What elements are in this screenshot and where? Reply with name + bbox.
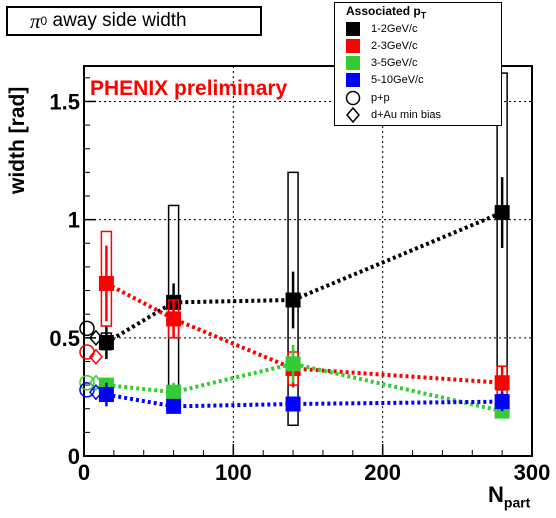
data-point-square xyxy=(166,384,182,400)
x-axis-label: Npart xyxy=(488,482,530,510)
data-point-square xyxy=(285,356,301,372)
legend: Associated pT 1-2GeV/c 2-3GeV/c 3-5GeV/c… xyxy=(334,2,502,126)
legend-marker-open-circle xyxy=(345,90,361,106)
y-tick-label: 1 xyxy=(68,208,80,233)
legend-entry-1-2: 1-2GeV/c xyxy=(345,21,417,37)
y-tick-label: 0 xyxy=(68,444,80,469)
legend-entry-dau: d+Au min bias xyxy=(345,107,441,123)
data-point-square xyxy=(98,275,114,291)
legend-label: p+p xyxy=(371,92,390,104)
data-point-square xyxy=(166,398,182,414)
legend-header-sub: T xyxy=(420,10,427,21)
legend-label: d+Au min bias xyxy=(371,109,442,121)
legend-entry-2-3: 2-3GeV/c xyxy=(345,38,417,54)
y-axis-label: width [rad] xyxy=(6,86,29,194)
y-tick-label: 0.5 xyxy=(49,326,80,351)
x-tick-label: 0 xyxy=(78,460,90,485)
data-point-square xyxy=(494,394,510,410)
dau-point-diamond xyxy=(88,329,103,346)
data-point-square xyxy=(494,205,510,221)
legend-entry-3-5: 3-5GeV/c xyxy=(345,55,417,71)
x-tick-label: 200 xyxy=(364,460,401,485)
legend-entry-pp: p+p xyxy=(345,90,390,106)
legend-label: 5-10GeV/c xyxy=(371,74,424,86)
legend-marker-red-square xyxy=(345,38,361,54)
y-tick-label: 1.5 xyxy=(49,89,80,114)
dau-point-diamond xyxy=(88,374,103,391)
series-line xyxy=(105,281,503,385)
x-axis-label-sub: part xyxy=(503,494,531,511)
data-point-square xyxy=(98,387,114,403)
chart-title-text: away side width xyxy=(47,10,187,31)
legend-label: 3-5GeV/c xyxy=(371,57,418,69)
preliminary-label: PHENIX preliminary xyxy=(90,77,288,100)
data-point-square xyxy=(285,292,301,308)
pi-superscript: 0 xyxy=(40,14,48,28)
data-point-square xyxy=(494,375,510,391)
data-point-square xyxy=(166,311,182,327)
legend-marker-green-square xyxy=(345,55,361,71)
plot-frame xyxy=(83,65,533,457)
pp-point-circle xyxy=(79,382,95,398)
dau-point-diamond xyxy=(88,384,103,401)
series-line xyxy=(106,392,503,409)
legend-marker-blue-square xyxy=(345,72,361,88)
legend-header-text: Associated p xyxy=(346,4,421,18)
data-point-square xyxy=(285,396,301,412)
x-tick-label: 100 xyxy=(215,460,252,485)
pp-point-circle xyxy=(79,344,95,360)
legend-marker-black-square xyxy=(345,21,361,37)
pi-symbol: π xyxy=(30,8,41,33)
pp-point-circle xyxy=(79,320,95,337)
legend-label: 1-2GeV/c xyxy=(371,23,418,35)
legend-header: Associated pT xyxy=(346,4,426,20)
legend-entry-5-10: 5-10GeV/c xyxy=(345,72,424,88)
pp-point-circle xyxy=(79,374,95,391)
legend-label: 2-3GeV/c xyxy=(371,40,418,52)
series-line xyxy=(105,210,503,345)
series-line xyxy=(106,361,503,414)
legend-marker-open-diamond xyxy=(345,107,361,123)
x-tick-label: 300 xyxy=(514,460,551,485)
data-point-square xyxy=(98,335,114,351)
dau-point-diamond xyxy=(88,348,103,365)
x-axis-label-main: N xyxy=(488,482,504,507)
